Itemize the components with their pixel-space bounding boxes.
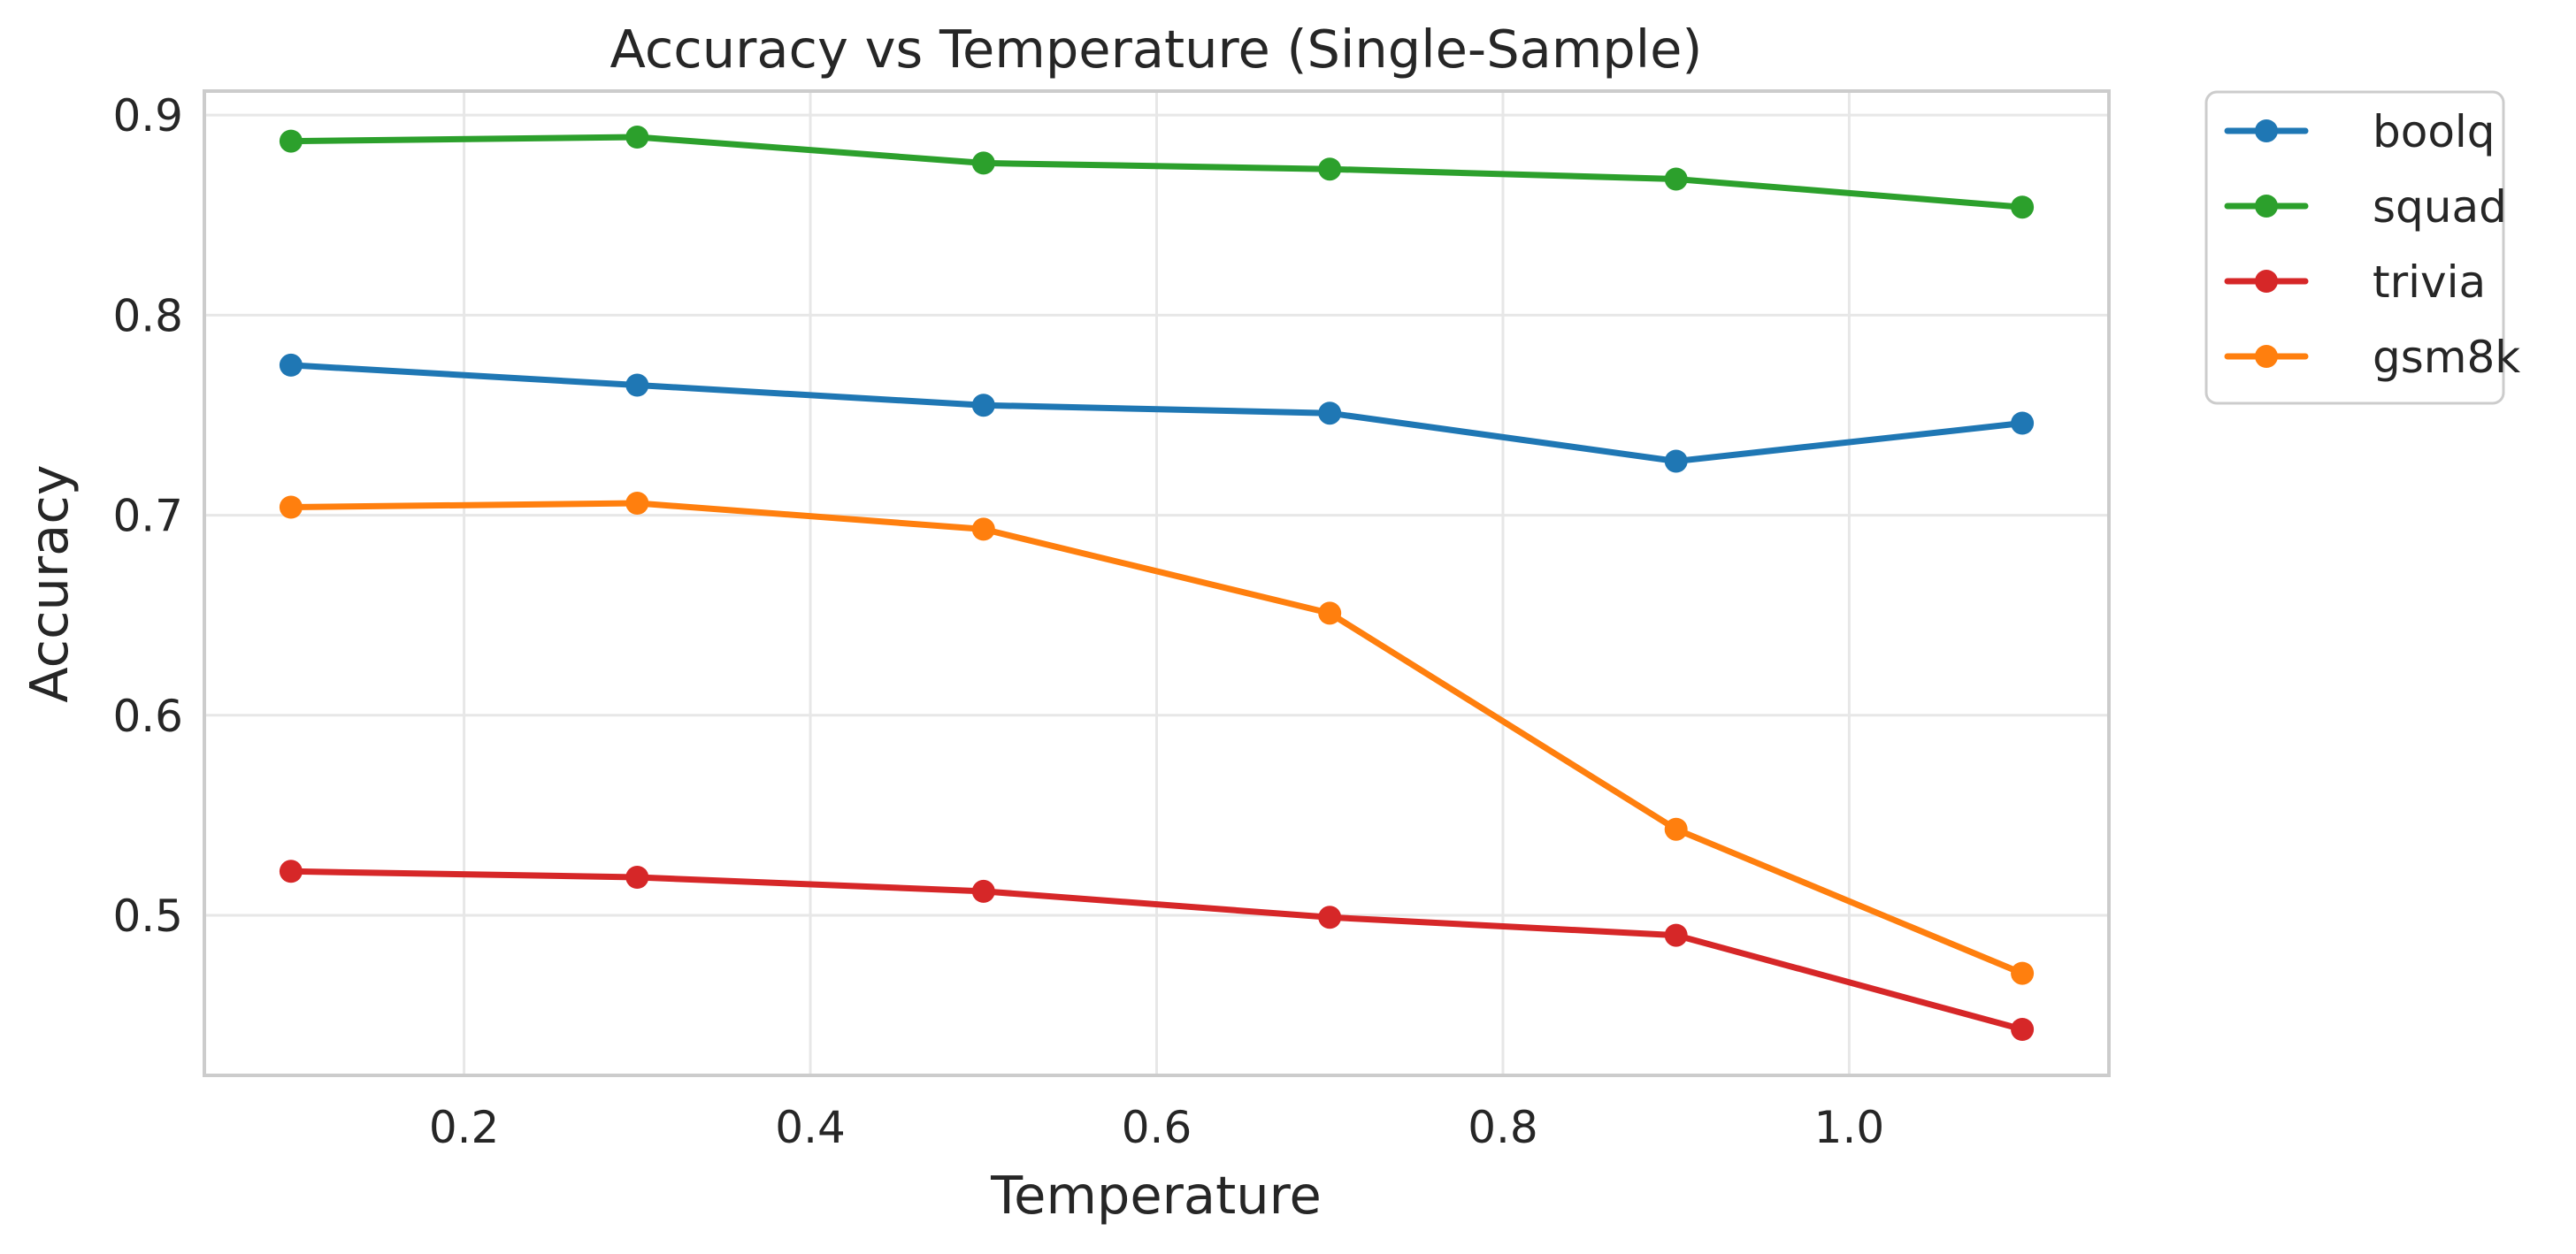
legend-item-squad: squad: [2224, 181, 2507, 233]
series-line-boolq: [288, 362, 2026, 464]
data-point-squad: [279, 129, 303, 153]
data-point-squad: [625, 126, 649, 149]
y-axis-title: Accuracy: [19, 464, 80, 702]
legend-item-trivia: trivia: [2224, 256, 2486, 308]
x-tick-label: 1.0: [1814, 1102, 1885, 1153]
data-point-boolq: [971, 394, 995, 417]
series-trivia: [279, 860, 2035, 1041]
data-point-squad: [971, 151, 995, 175]
y-tick-label: 0.6: [112, 691, 183, 742]
chart-title: Accuracy vs Temperature (Single-Sample): [610, 19, 1703, 80]
legend-marker-trivia: [2255, 270, 2278, 293]
series-gsm8k: [279, 492, 2035, 985]
x-axis-title: Temperature: [990, 1165, 1322, 1226]
series-line-squad: [288, 134, 2026, 210]
series-squad: [279, 126, 2035, 219]
data-point-gsm8k: [279, 495, 303, 519]
data-point-trivia: [279, 860, 303, 883]
data-point-squad: [1318, 157, 1342, 181]
data-point-squad: [2011, 195, 2035, 219]
data-point-boolq: [1664, 449, 1688, 473]
series-boolq: [279, 353, 2035, 473]
data-point-boolq: [625, 373, 649, 397]
series-layer: [279, 126, 2035, 1041]
y-tick-label: 0.5: [112, 891, 183, 942]
data-point-trivia: [625, 866, 649, 889]
legend-marker-gsm8k: [2255, 345, 2278, 368]
x-tick-label: 0.2: [429, 1102, 500, 1153]
data-point-boolq: [2011, 411, 2035, 435]
y-tick-label: 0.9: [112, 90, 183, 141]
series-line-trivia: [288, 868, 2026, 1033]
legend-frame: [2204, 90, 2505, 405]
legend-item-gsm8k: gsm8k: [2224, 332, 2520, 383]
data-point-boolq: [1318, 401, 1342, 425]
data-point-trivia: [1318, 906, 1342, 929]
data-point-gsm8k: [2011, 961, 2035, 985]
legend-marker-squad: [2255, 195, 2278, 218]
y-tick-label: 0.8: [112, 290, 183, 341]
series-line-gsm8k: [288, 500, 2026, 977]
legend-label-trivia: trivia: [2373, 256, 2486, 308]
legend-label-gsm8k: gsm8k: [2373, 332, 2520, 383]
x-tick-label: 0.4: [775, 1102, 846, 1153]
data-point-gsm8k: [1318, 601, 1342, 625]
data-point-trivia: [1664, 923, 1688, 947]
data-point-boolq: [279, 353, 303, 377]
tick-labels: 0.2 0.4 0.6 0.8 1.0 0.5 0.6 0.7 0.8 0.9: [112, 90, 1884, 1153]
data-point-gsm8k: [971, 517, 995, 541]
data-point-trivia: [971, 879, 995, 903]
legend-label-boolq: boolq: [2373, 106, 2496, 157]
grid: [204, 91, 2109, 1075]
plot-area-frame: [203, 89, 2111, 1077]
data-point-gsm8k: [625, 492, 649, 515]
data-point-squad: [1664, 167, 1688, 191]
legend-marker-boolq: [2255, 119, 2278, 142]
y-tick-label: 0.7: [112, 491, 183, 542]
x-tick-label: 0.6: [1122, 1102, 1192, 1153]
legend-label-squad: squad: [2373, 181, 2507, 233]
legend: boolq squad trivia gsm8k: [2204, 90, 2520, 405]
x-tick-label: 0.8: [1468, 1102, 1538, 1153]
legend-item-boolq: boolq: [2224, 106, 2496, 157]
data-point-trivia: [2011, 1018, 2035, 1041]
data-point-gsm8k: [1664, 817, 1688, 841]
